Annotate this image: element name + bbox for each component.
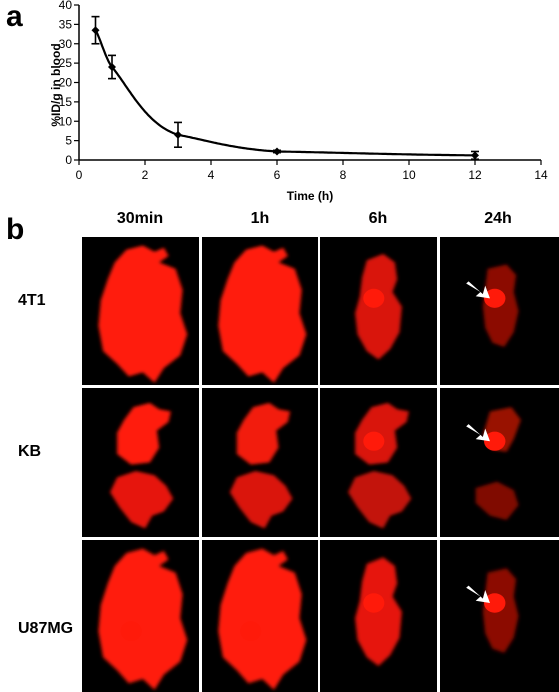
- fluorescence-image-grid: [82, 237, 559, 692]
- x-tick-label: 8: [340, 168, 347, 182]
- fluorescence-image-kb-24h: [440, 388, 559, 537]
- mouse-body-lower: [110, 471, 174, 529]
- y-tick-label: 25: [59, 56, 73, 70]
- mouse-fluorescence-signal: [98, 548, 188, 690]
- x-axis-label: Time (h): [287, 189, 333, 203]
- column-header-24h: 24h: [484, 210, 512, 227]
- x-tick-label: 14: [534, 168, 548, 182]
- data-point: [108, 63, 116, 71]
- y-tick-label: 35: [59, 17, 73, 31]
- y-tick-label: 0: [65, 153, 72, 167]
- column-header-30min: 30min: [116, 210, 164, 227]
- signal-body: [475, 407, 521, 520]
- mouse-body-lower: [475, 481, 519, 520]
- y-tick-label: 30: [59, 37, 73, 51]
- chart-marks: [91, 15, 479, 161]
- series-line: [94, 29, 474, 157]
- mouse-body: [218, 245, 307, 383]
- mouse-body-upper: [236, 402, 291, 465]
- mouse-fluorescence-signal: [110, 402, 174, 529]
- x-tick-label: 12: [468, 168, 482, 182]
- tumor-signal: [484, 288, 506, 308]
- fluorescence-image-kb-30min: [82, 388, 199, 537]
- tumor-signal: [484, 431, 506, 451]
- x-tick-label: 6: [274, 168, 281, 182]
- blood-clearance-chart: 0 2 4 6 8 10 12 14 0 5 10 15 20 25 30 35 40 Time (h) %ID…: [49, 0, 548, 203]
- tumor-arrow-icon: [466, 281, 490, 299]
- tumor-signal: [240, 621, 262, 641]
- mouse-fluorescence-signal: [229, 402, 293, 529]
- mouse-fluorescence-signal: [466, 264, 519, 347]
- mouse-body-upper: [355, 402, 409, 465]
- panel-a-letter: a: [6, 0, 23, 33]
- mouse-fluorescence-signal: [98, 245, 188, 383]
- tumor-arrow-icon: [466, 585, 490, 603]
- mouse-fluorescence-signal: [466, 407, 521, 520]
- data-point: [471, 151, 479, 160]
- tumor-signal: [363, 431, 385, 451]
- signal-body: [218, 245, 307, 383]
- signal-body: [98, 245, 188, 383]
- signal-body: [348, 402, 412, 529]
- x-tick-label: 0: [76, 168, 83, 182]
- fluorescence-image-4t1-30min: [82, 237, 199, 385]
- signal-body: [218, 548, 307, 690]
- column-header-1h: 1h: [250, 210, 270, 227]
- mouse-body-lower: [229, 471, 293, 529]
- x-tick-label: 10: [402, 168, 416, 182]
- y-tick-label: 15: [59, 95, 73, 109]
- column-header-6h: 6h: [368, 210, 388, 227]
- mouse-fluorescence-signal: [355, 253, 402, 360]
- fluorescence-image-u87mg-1h: [202, 540, 318, 692]
- y-tick-label: 20: [59, 76, 73, 90]
- tumor-signal: [120, 621, 142, 641]
- tumor-signal: [363, 288, 385, 308]
- mouse-body: [98, 245, 188, 383]
- row-label-u87mg: U87MG: [18, 620, 74, 637]
- fluorescence-image-4t1-1h: [202, 237, 318, 385]
- fluorescence-image-u87mg-24h: [440, 540, 559, 692]
- mouse-fluorescence-signal: [218, 245, 307, 383]
- y-axis-label: %ID/g in blood: [49, 43, 63, 126]
- data-point: [91, 26, 100, 35]
- fluorescence-image-4t1-24h: [440, 237, 559, 385]
- panel-b-letter: b: [6, 213, 25, 246]
- mouse-fluorescence-signal: [466, 568, 519, 653]
- row-label-kb: KB: [18, 443, 42, 460]
- mouse-fluorescence-signal: [348, 402, 412, 529]
- tumor-signal: [484, 593, 506, 613]
- mouse-fluorescence-signal: [218, 548, 307, 690]
- data-point: [174, 130, 182, 139]
- mouse-fluorescence-signal: [355, 557, 402, 666]
- y-tick-label: 5: [65, 134, 72, 148]
- mouse-body: [218, 548, 307, 690]
- x-tick-label: 2: [142, 168, 149, 182]
- chart-ticks: 0 2 4 6 8 10 12 14 0 5 10 15 20 25 30 35 40: [59, 0, 548, 182]
- signal-body: [110, 402, 174, 529]
- chart-axes: [78, 5, 541, 161]
- signal-body: [98, 548, 188, 690]
- x-tick-label: 4: [208, 168, 215, 182]
- row-label-4t1: 4T1: [18, 292, 46, 309]
- fluorescence-image-u87mg-6h: [320, 540, 437, 692]
- mouse-body-upper: [117, 402, 171, 465]
- y-tick-label: 40: [59, 0, 73, 12]
- fluorescence-image-4t1-6h: [320, 237, 437, 385]
- fluorescence-image-kb-6h: [320, 388, 437, 537]
- mouse-body: [98, 548, 188, 690]
- signal-body: [229, 402, 293, 529]
- mouse-body-lower: [348, 471, 412, 529]
- fluorescence-image-u87mg-30min: [82, 540, 199, 692]
- data-point: [273, 147, 281, 156]
- fluorescence-image-kb-1h: [202, 388, 318, 537]
- y-tick-label: 10: [59, 114, 73, 128]
- tumor-signal: [363, 593, 385, 613]
